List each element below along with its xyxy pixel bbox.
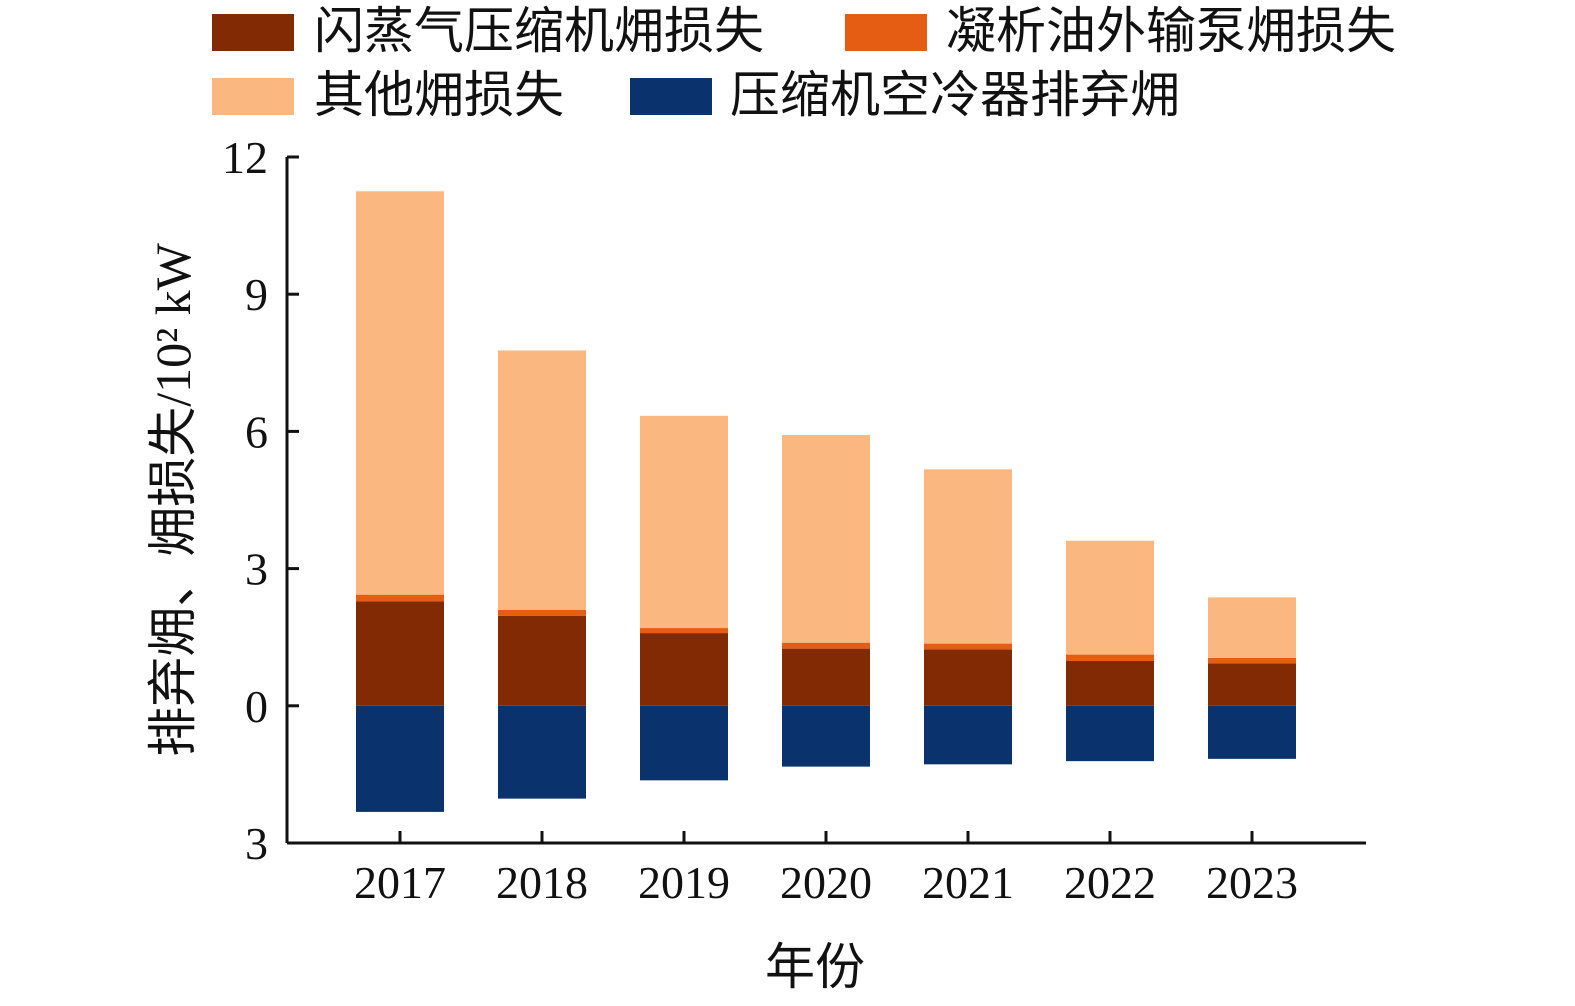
bar-other-loss-2017: [356, 191, 444, 595]
bar-air-cooler-discharge-2018: [498, 705, 586, 799]
bar-condensate-pump-2017: [356, 594, 444, 602]
y-axis-title: 排弃㶲、㶲损失/10² kW: [145, 242, 201, 756]
x-axis-title: 年份: [765, 939, 865, 995]
y-tick-label: 0: [245, 681, 268, 732]
bar-flash-gas-compressor-2017: [356, 601, 444, 706]
x-tick-label: 2020: [780, 857, 872, 908]
bars: [356, 191, 1296, 812]
bar-other-loss-2020: [782, 435, 870, 643]
bar-condensate-pump-2022: [1066, 654, 1154, 661]
y-tick-label: 3: [245, 544, 268, 595]
bar-condensate-pump-2023: [1208, 657, 1296, 664]
bar-flash-gas-compressor-2018: [498, 615, 586, 706]
bar-air-cooler-discharge-2020: [782, 705, 870, 767]
y-ticks: 12 9 6 3 0 3: [222, 132, 299, 869]
bar-other-loss-2023: [1208, 597, 1296, 658]
legend-swatch-flash-gas-compressor: [212, 14, 294, 51]
x-ticks: 2017 2018 2019 2020 2021 2022 2023: [354, 831, 1298, 908]
bar-other-loss-2019: [640, 415, 728, 629]
bar-condensate-pump-2019: [640, 628, 728, 634]
bar-other-loss-2022: [1066, 540, 1154, 655]
bar-air-cooler-discharge-2023: [1208, 705, 1296, 759]
bar-air-cooler-discharge-2022: [1066, 705, 1154, 762]
bar-condensate-pump-2018: [498, 609, 586, 616]
legend-label-condensate-pump: 凝析油外输泵㶲损失: [946, 3, 1396, 59]
x-tick-label: 2022: [1064, 857, 1156, 908]
bar-air-cooler-discharge-2017: [356, 705, 444, 812]
legend: 闪蒸气压缩机㶲损失 凝析油外输泵㶲损失 其他㶲损失 压缩机空冷器排弃㶲: [212, 3, 1396, 123]
x-tick-label: 2018: [496, 857, 588, 908]
x-tick-label: 2023: [1206, 857, 1298, 908]
legend-item-flash-gas-compressor: 闪蒸气压缩机㶲损失: [212, 3, 764, 59]
legend-label-flash-gas-compressor: 闪蒸气压缩机㶲损失: [314, 3, 764, 59]
bar-flash-gas-compressor-2019: [640, 633, 728, 706]
bar-condensate-pump-2021: [924, 643, 1012, 650]
x-tick-label: 2017: [354, 857, 446, 908]
legend-item-other-loss: 其他㶲损失: [212, 67, 564, 123]
bar-air-cooler-discharge-2021: [924, 705, 1012, 765]
x-tick-label: 2019: [638, 857, 730, 908]
bar-flash-gas-compressor-2021: [924, 649, 1012, 706]
y-tick-label: 6: [245, 406, 268, 457]
legend-swatch-other-loss: [212, 78, 294, 115]
legend-label-other-loss: 其他㶲损失: [314, 67, 564, 123]
bar-flash-gas-compressor-2022: [1066, 660, 1154, 706]
bar-flash-gas-compressor-2020: [782, 648, 870, 706]
bar-other-loss-2021: [924, 469, 1012, 644]
legend-item-condensate-pump: 凝析油外输泵㶲损失: [845, 3, 1396, 59]
y-tick-label: 3: [245, 818, 268, 869]
bar-other-loss-2018: [498, 350, 586, 610]
bar-flash-gas-compressor-2023: [1208, 663, 1296, 706]
legend-label-air-cooler-discharge: 压缩机空冷器排弃㶲: [730, 67, 1180, 123]
y-tick-label: 9: [245, 269, 268, 320]
legend-swatch-condensate-pump: [845, 14, 927, 51]
legend-item-air-cooler-discharge: 压缩机空冷器排弃㶲: [630, 67, 1180, 123]
legend-swatch-air-cooler-discharge: [630, 78, 712, 115]
bar-condensate-pump-2020: [782, 642, 870, 649]
bar-air-cooler-discharge-2019: [640, 705, 728, 781]
x-tick-label: 2021: [922, 857, 1014, 908]
y-tick-label: 12: [222, 132, 268, 183]
